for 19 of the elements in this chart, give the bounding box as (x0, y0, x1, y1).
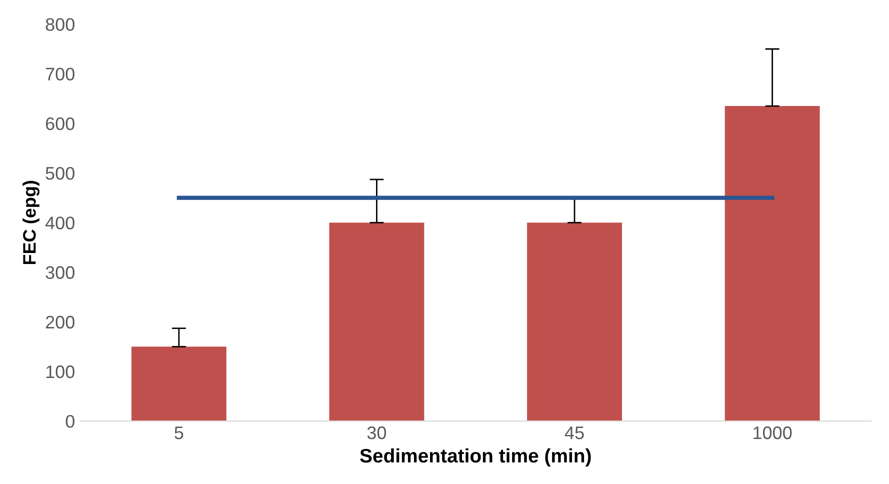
y-tick-label: 700 (46, 68, 74, 81)
y-tick-label: 800 (46, 18, 74, 31)
bar (131, 346, 226, 422)
x-axis-title: Sedimentation time (min) (360, 448, 591, 466)
y-tick-label: 500 (46, 166, 74, 180)
y-tick-label: 200 (46, 316, 74, 329)
bar (527, 222, 622, 422)
y-tick-label: 300 (46, 266, 74, 279)
x-tick-label: 45 (564, 426, 584, 440)
x-tick-label: 30 (367, 426, 386, 440)
bar (329, 222, 424, 422)
y-tick-label: 400 (45, 216, 74, 230)
y-tick-label: 100 (46, 365, 74, 378)
y-axis-title: FEC (epg) (22, 180, 40, 264)
x-tick-label: 1000 (754, 426, 792, 440)
y-tick-label: 0 (66, 415, 74, 428)
bar (724, 106, 820, 422)
y-tick-label: 600 (46, 117, 74, 130)
x-tick-label: 5 (174, 426, 184, 440)
